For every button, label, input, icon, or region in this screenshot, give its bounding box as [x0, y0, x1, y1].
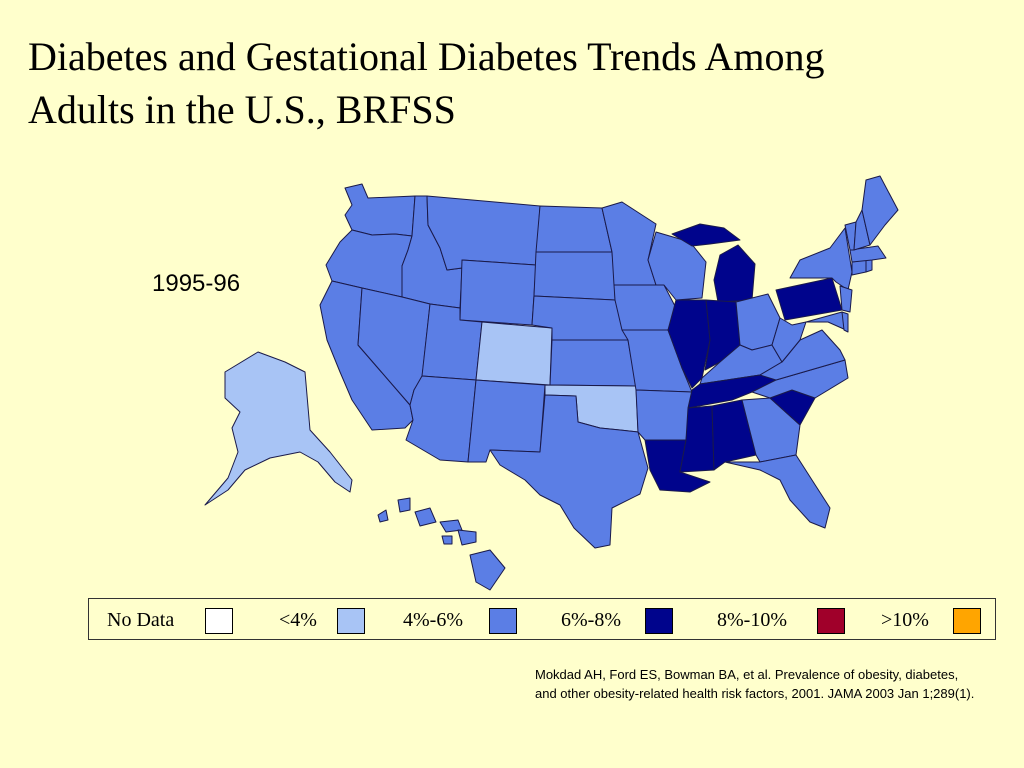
- state-HI-3: [414, 507, 437, 527]
- legend-label: <4%: [279, 609, 317, 631]
- legend-swatch: [337, 608, 365, 634]
- legend-label: No Data: [107, 609, 175, 631]
- state-ND: [535, 205, 613, 253]
- citation-line-1: Mokdad AH, Ford ES, Bowman BA, et al. Pr…: [535, 667, 959, 682]
- legend: No Data <4% 4%-6% 6%-8% 8%-10% >10%: [88, 598, 996, 640]
- legend-swatch: [953, 608, 981, 634]
- state-HI-1: [377, 509, 389, 523]
- state-MT: [426, 195, 541, 271]
- state-HI-2: [397, 497, 411, 513]
- state-MS: [679, 405, 715, 473]
- state-WA: [344, 183, 416, 237]
- state-IA: [613, 284, 677, 331]
- citation: Mokdad AH, Ford ES, Bowman BA, et al. Pr…: [535, 665, 1015, 703]
- state-CO: [475, 321, 553, 386]
- state-PA: [775, 277, 843, 321]
- state-HI-5: [441, 535, 453, 545]
- state-AR: [635, 389, 693, 441]
- legend-label: 6%-8%: [561, 609, 621, 631]
- state-NJ: [839, 285, 853, 313]
- state-DE: [841, 311, 849, 333]
- state-TX: [489, 394, 649, 549]
- period-label: 1995-96: [152, 270, 241, 297]
- legend-swatch: [817, 608, 845, 634]
- state-RI: [865, 259, 873, 273]
- state-ME: [861, 175, 899, 246]
- state-AK: [204, 351, 353, 506]
- legend-swatch: [645, 608, 673, 634]
- state-MA: [849, 245, 887, 263]
- legend-swatch: [489, 608, 517, 634]
- legend-label: >10%: [881, 609, 929, 631]
- state-MI-UP: [671, 223, 741, 247]
- title-line-2: Adults in the U.S., BRFSS: [28, 87, 456, 132]
- state-KS: [549, 339, 637, 387]
- legend-label: 8%-10%: [717, 609, 787, 631]
- state-SD: [533, 251, 616, 301]
- state-HI-6: [457, 529, 477, 546]
- slide-title: Diabetes and Gestational Diabetes Trends…: [28, 30, 1008, 136]
- legend-swatch: [205, 608, 233, 634]
- state-WY: [459, 259, 537, 326]
- state-AZ: [405, 375, 477, 463]
- state-FL: [724, 454, 831, 529]
- state-NM: [467, 379, 546, 463]
- legend-label: 4%-6%: [403, 609, 463, 631]
- state-MI: [713, 244, 756, 303]
- state-AL: [711, 399, 757, 471]
- state-HI-7: [469, 549, 506, 591]
- citation-line-2: and other obesity-related health risk fa…: [535, 686, 975, 701]
- title-line-1: Diabetes and Gestational Diabetes Trends…: [28, 34, 825, 79]
